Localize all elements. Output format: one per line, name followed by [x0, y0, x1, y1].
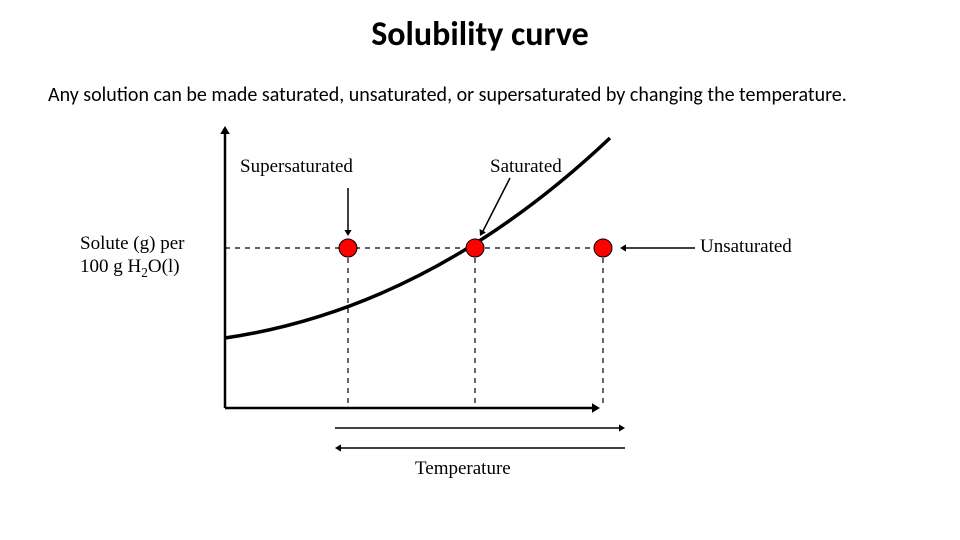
- unsaturated-label: Unsaturated: [700, 236, 792, 258]
- page-title: Solubility curve: [0, 0, 960, 55]
- solubility-diagram: Solute (g) per 100 g H2O(l) Supersaturat…: [0, 108, 960, 488]
- x-axis-label: Temperature: [415, 458, 511, 480]
- chart-svg: [0, 108, 960, 488]
- body-text: Any solution can be made saturated, unsa…: [0, 55, 960, 108]
- y-axis-label-line1: Solute (g) per: [80, 233, 184, 255]
- y-axis-label-line2: 100 g H2O(l): [80, 256, 180, 281]
- saturated-label: Saturated: [490, 156, 562, 178]
- supersaturated-label: Supersaturated: [240, 156, 353, 178]
